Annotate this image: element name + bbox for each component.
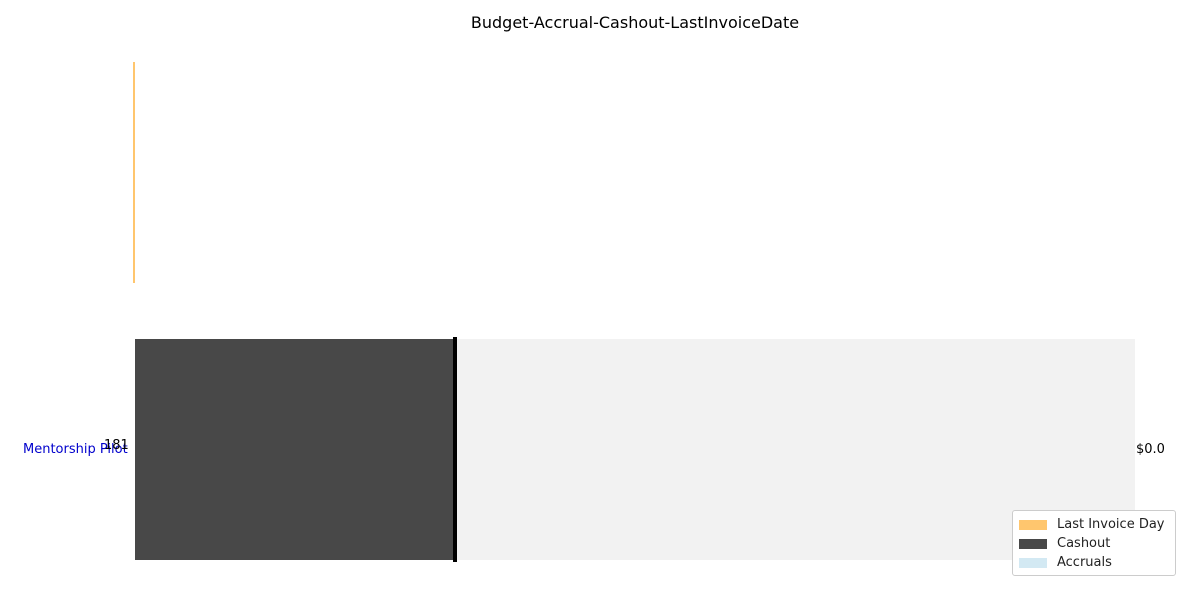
legend: Last Invoice Day Cashout Accruals <box>1012 510 1176 576</box>
legend-label-accruals: Accruals <box>1057 555 1112 570</box>
legend-item-last-invoice-day: Last Invoice Day <box>1019 515 1169 534</box>
legend-swatch-last-invoice-day <box>1019 519 1047 530</box>
legend-label-last-invoice-day: Last Invoice Day <box>1057 517 1165 532</box>
legend-item-accruals: Accruals <box>1019 553 1169 572</box>
legend-swatch-accruals <box>1019 557 1047 568</box>
budget-value-label: $0.0 <box>1136 442 1165 457</box>
category-label: Mentorship Pilot <box>23 442 128 457</box>
cashout-bar <box>135 339 455 560</box>
legend-item-cashout: Cashout <box>1019 534 1169 553</box>
legend-swatch-cashout <box>1019 538 1047 549</box>
category-value-label: 181 <box>104 438 129 453</box>
chart-title: Budget-Accrual-Cashout-LastInvoiceDate <box>471 13 799 32</box>
legend-label-cashout: Cashout <box>1057 536 1111 551</box>
